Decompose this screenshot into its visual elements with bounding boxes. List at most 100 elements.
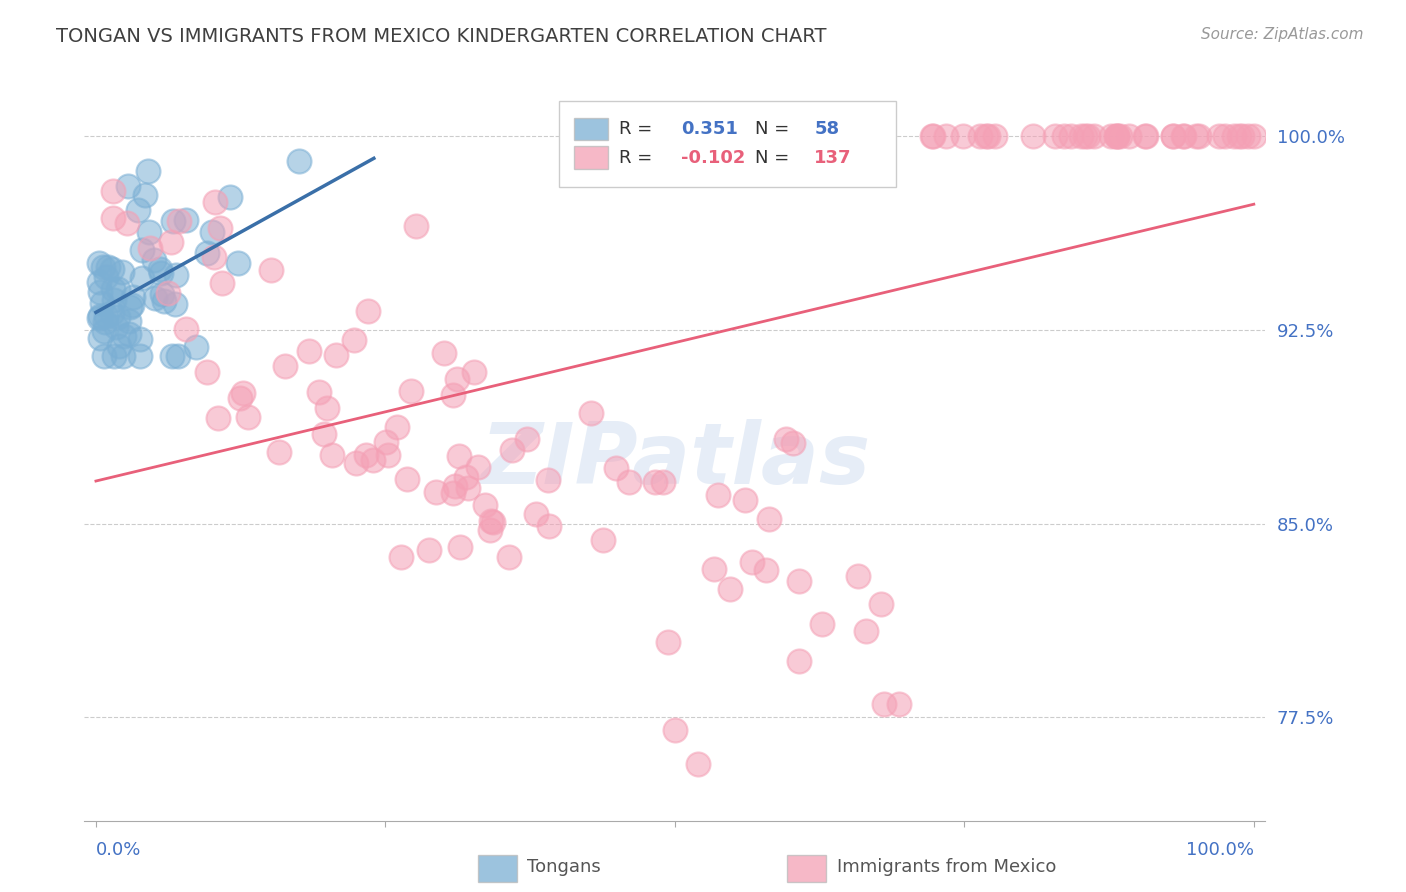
Point: [870, 597, 893, 611]
Point: [952, 128, 974, 143]
Point: [138, 225, 160, 239]
Point: [343, 333, 366, 347]
Point: [387, 419, 409, 434]
Point: [1185, 128, 1208, 143]
Point: [977, 128, 1000, 143]
Point: [856, 128, 879, 143]
Point: [202, 250, 225, 264]
Point: [89, 311, 111, 326]
Point: [1043, 128, 1066, 143]
Point: [120, 300, 142, 314]
Point: [644, 475, 666, 490]
Text: ZIPatlas: ZIPatlas: [479, 419, 870, 502]
Point: [211, 276, 233, 290]
Point: [357, 303, 380, 318]
Point: [118, 326, 141, 341]
Point: [195, 365, 218, 379]
Text: TONGAN VS IMMIGRANTS FROM MEXICO KINDERGARTEN CORRELATION CHART: TONGAN VS IMMIGRANTS FROM MEXICO KINDERG…: [56, 27, 827, 45]
Point: [389, 549, 412, 564]
Point: [93, 349, 115, 363]
Point: [165, 268, 187, 283]
Point: [842, 128, 865, 143]
Point: [162, 214, 184, 228]
Point: [718, 582, 741, 597]
Point: [1135, 128, 1157, 143]
Point: [524, 507, 547, 521]
Point: [789, 128, 811, 143]
Point: [664, 723, 686, 738]
Point: [184, 340, 207, 354]
Point: [449, 540, 471, 554]
Text: Immigrants from Mexico: Immigrants from Mexico: [837, 858, 1056, 877]
Point: [1099, 128, 1122, 143]
Point: [441, 388, 464, 402]
Point: [707, 488, 730, 502]
Text: 0.0%: 0.0%: [96, 841, 142, 859]
Point: [375, 435, 398, 450]
Text: 58: 58: [814, 120, 839, 138]
Text: 100.0%: 100.0%: [1185, 841, 1254, 859]
Point: [218, 189, 240, 203]
Point: [741, 555, 763, 569]
Point: [762, 128, 785, 143]
Point: [463, 365, 485, 379]
Point: [121, 291, 143, 305]
Point: [174, 322, 197, 336]
Point: [395, 473, 418, 487]
Text: 137: 137: [814, 149, 852, 167]
Point: [922, 128, 945, 143]
Point: [1053, 128, 1076, 143]
Text: Tongans: Tongans: [527, 858, 600, 877]
Point: [89, 256, 111, 270]
Bar: [787, 855, 827, 881]
Point: [474, 498, 496, 512]
Point: [418, 542, 440, 557]
Point: [201, 225, 224, 239]
Point: [121, 298, 143, 312]
Point: [855, 624, 877, 638]
Point: [103, 349, 125, 363]
Point: [969, 128, 991, 143]
Point: [97, 260, 120, 274]
Point: [166, 349, 188, 363]
Point: [117, 179, 139, 194]
Point: [811, 616, 834, 631]
Point: [377, 448, 399, 462]
Point: [501, 442, 523, 457]
Point: [274, 359, 297, 374]
Point: [579, 406, 602, 420]
Point: [921, 128, 943, 143]
Text: -0.102: -0.102: [681, 149, 745, 167]
Point: [150, 266, 173, 280]
Point: [1074, 128, 1097, 143]
Point: [226, 256, 249, 270]
Point: [96, 270, 118, 285]
Point: [887, 698, 910, 712]
Point: [605, 460, 627, 475]
Point: [703, 562, 725, 576]
Point: [787, 574, 810, 589]
Point: [321, 448, 343, 462]
Point: [131, 271, 153, 285]
Text: Source: ZipAtlas.com: Source: ZipAtlas.com: [1201, 27, 1364, 42]
Point: [93, 324, 115, 338]
Point: [107, 282, 129, 296]
Point: [207, 410, 229, 425]
Point: [91, 260, 114, 274]
Point: [1105, 128, 1128, 143]
Point: [238, 410, 260, 425]
Point: [112, 329, 135, 343]
Point: [1173, 128, 1195, 143]
Point: [361, 452, 384, 467]
Point: [775, 432, 797, 446]
Point: [481, 514, 503, 528]
Point: [1232, 128, 1254, 143]
Point: [101, 184, 124, 198]
Bar: [575, 146, 607, 169]
Point: [89, 330, 111, 344]
Point: [652, 475, 675, 489]
Point: [195, 246, 218, 260]
Point: [758, 512, 780, 526]
Point: [209, 221, 232, 235]
Point: [105, 320, 128, 334]
